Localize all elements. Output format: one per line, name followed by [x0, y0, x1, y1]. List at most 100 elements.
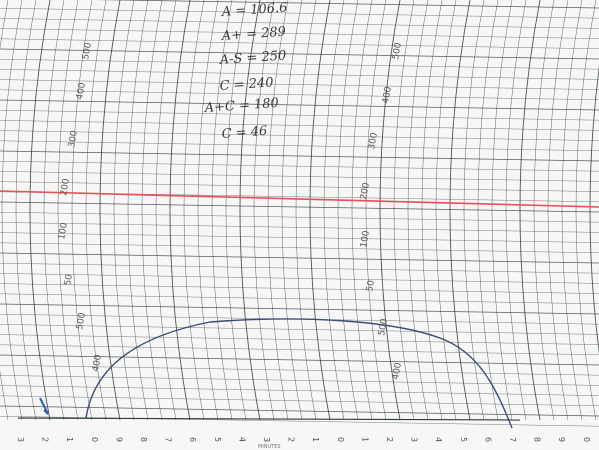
scale-number: 8: [139, 437, 148, 442]
scale-number: 0: [582, 437, 591, 442]
curve-label: 200: [59, 178, 72, 197]
arc-line: [323, 0, 345, 421]
arc-line: [267, 0, 289, 421]
baseline: [17, 417, 521, 421]
grid-row-line: [0, 150, 599, 162]
curve-label: 500: [377, 318, 390, 337]
grid-row-line: [0, 324, 599, 335]
note-3: A-S = 250: [218, 48, 287, 68]
red-reference-line: [0, 190, 599, 208]
arc-line: [57, 0, 79, 421]
arc-line: [239, 0, 261, 421]
scale-number: 0: [336, 437, 345, 442]
arc-line: [281, 0, 303, 421]
scale-number: 2: [287, 437, 296, 442]
note-2: A+ = 289: [220, 25, 286, 45]
arc-line: [85, 0, 107, 421]
scale-number: 9: [557, 437, 566, 442]
scale-number: 6: [188, 437, 197, 442]
note-4: C = 240: [219, 75, 274, 94]
curve-label: 400: [391, 362, 404, 381]
scale-number: 2: [385, 437, 394, 442]
grid-row-line: [0, 140, 599, 151]
curve-label: 400: [91, 354, 104, 373]
scale-number: 7: [164, 437, 173, 442]
grid-row-line: [0, 89, 599, 100]
grid-row-line: [0, 263, 599, 274]
arc-line: [1, 0, 23, 421]
curve-label: 400: [381, 86, 394, 105]
grid-row-line: [0, 365, 599, 376]
arc-line: [337, 0, 359, 421]
grid-row-line: [95, 0, 599, 9]
arc-line: [211, 0, 233, 421]
arc-line: [29, 0, 51, 421]
arc-line: [43, 0, 65, 421]
grid-row-line: [0, 375, 599, 386]
scale-number: 6: [483, 437, 492, 442]
curve-label: 300: [67, 130, 80, 149]
scale-number: 7: [508, 437, 517, 442]
curve-label: 500: [391, 42, 404, 61]
grid-row-line: [0, 212, 599, 223]
arc-line: [169, 0, 191, 421]
grid-row-line: [0, 171, 599, 182]
grid-row-line: [0, 99, 599, 111]
arc-line: [155, 0, 177, 421]
grid-row-line: [0, 48, 599, 60]
scale-number: 0: [90, 437, 99, 442]
arc-line: [421, 0, 443, 421]
arc-line: [505, 0, 527, 421]
ink-mark: [39, 397, 49, 415]
curve-label: 400: [75, 82, 88, 101]
note-6: C = 46: [221, 124, 268, 142]
curve-label: 100: [57, 222, 70, 241]
grid-row-line: [0, 59, 599, 70]
grid-row-line: [0, 344, 599, 355]
grid-row-line: [0, 28, 599, 39]
scale-number: 1: [360, 437, 369, 442]
arc-line: [575, 0, 597, 421]
grid-row-line: [0, 222, 599, 233]
grid-row-line: [0, 385, 599, 396]
arc-line: [113, 0, 135, 421]
scale-number: 5: [213, 437, 222, 442]
footer-text: MINUTES: [258, 444, 281, 450]
arc-line: [533, 0, 555, 421]
arc-line: [253, 0, 275, 421]
arc-line: [407, 0, 429, 421]
recorded-trace: [85, 318, 513, 429]
scale-number: 8: [533, 437, 542, 442]
arc-line: [127, 0, 149, 421]
grid-row-line: [0, 283, 599, 294]
arc-line: [183, 0, 205, 421]
grid-row-line: [0, 242, 599, 253]
curve-label: 500: [81, 42, 94, 61]
grid-row-line: [0, 8, 599, 19]
scale-number: 2: [41, 437, 50, 442]
note-5: A+C = 180: [203, 96, 279, 116]
scale-number: 4: [237, 437, 246, 442]
arc-line: [393, 0, 415, 421]
arc-line: [225, 0, 247, 421]
arc-line: [561, 0, 583, 421]
arc-line: [295, 0, 317, 421]
grid-row-line: [0, 354, 599, 366]
grid-row-line: [0, 273, 599, 284]
arc-line: [519, 0, 541, 421]
arc-line: [547, 0, 569, 421]
horizontal-grid-lines: [0, 0, 599, 427]
curve-label: 300: [367, 132, 380, 151]
grid-row-line: [0, 120, 599, 131]
curve-label: 100: [359, 230, 372, 249]
scale-number: 4: [434, 437, 443, 442]
grid-row-line: [0, 161, 599, 172]
curve-labels: 500 400 300 200 100 50 500 400 500 400 300 200 100 50…: [57, 42, 404, 381]
arc-line: [71, 0, 93, 421]
scale-number: 1: [311, 437, 320, 442]
handwritten-notes: A = 106.6 A+ = 289 A-S = 250 C = 240 A+C…: [203, 0, 288, 142]
grid-row-line: [0, 110, 599, 121]
